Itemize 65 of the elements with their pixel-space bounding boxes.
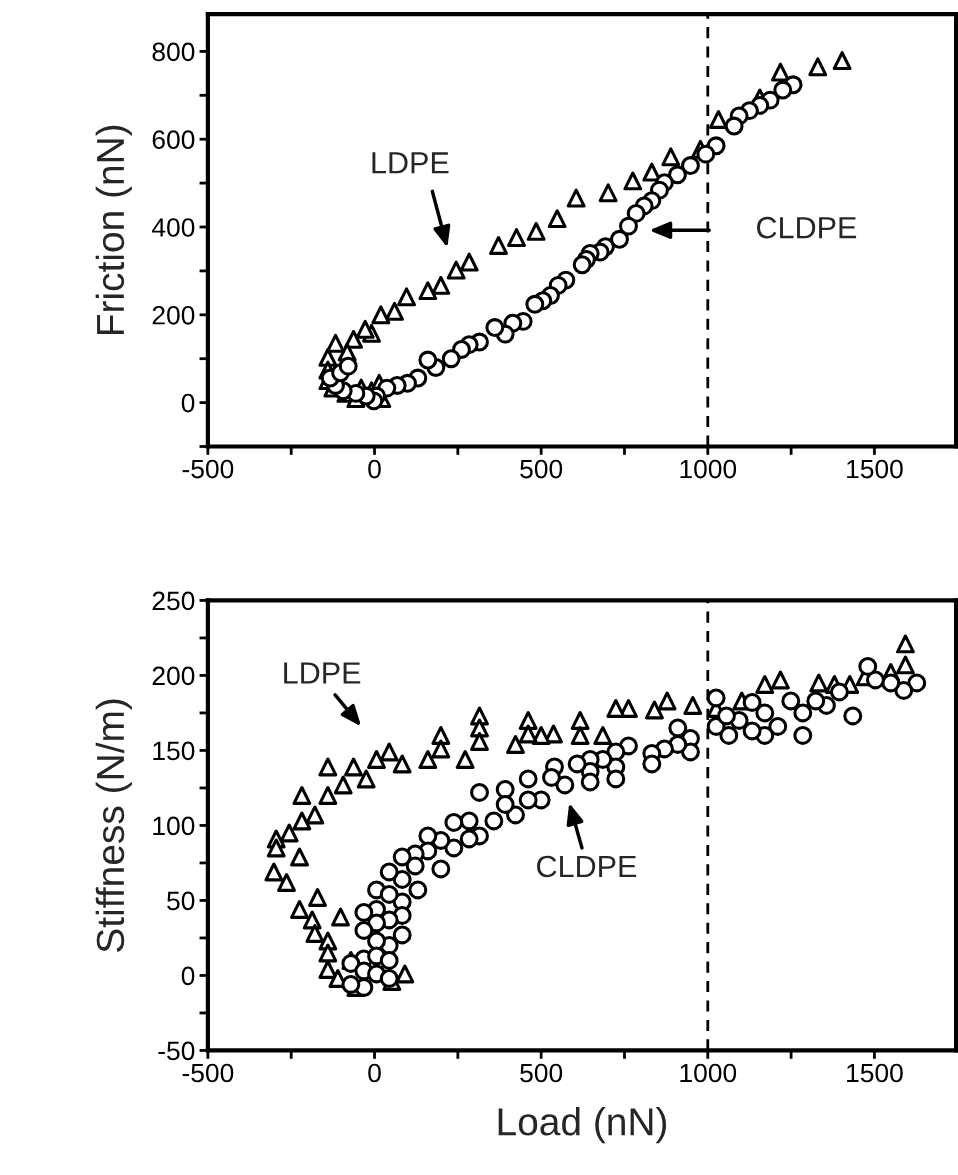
- annotation: LDPE: [284, 662, 361, 684]
- point: [525, 294, 545, 314]
- y-tick-label: -50: [158, 1041, 195, 1061]
- point: [724, 116, 744, 136]
- point: [681, 156, 700, 175]
- point: [832, 51, 852, 71]
- x-tick-label: 1000: [680, 1063, 737, 1083]
- point: [446, 260, 466, 280]
- point: [623, 171, 643, 191]
- point: [771, 62, 790, 82]
- point: [385, 301, 404, 321]
- y-axis-title: Stiffness (N/m): [95, 699, 132, 952]
- annotation: CLDPE: [757, 216, 857, 239]
- point: [485, 318, 505, 337]
- annotation: CLDPE: [537, 855, 637, 878]
- x-axis-title: Load (nN): [498, 1106, 667, 1144]
- point: [696, 144, 716, 164]
- point: [344, 329, 363, 349]
- y-tick-label: 50: [167, 891, 195, 911]
- point: [459, 252, 479, 272]
- point: [566, 188, 586, 208]
- y-tick-label: 600: [152, 130, 195, 150]
- point: [572, 255, 592, 275]
- y-tick-label: 200: [152, 305, 195, 325]
- point: [709, 110, 728, 129]
- x-tick-label: -500: [182, 1063, 234, 1083]
- point: [808, 57, 828, 77]
- y-tick-label: 800: [152, 42, 195, 62]
- point: [431, 275, 451, 295]
- point: [668, 165, 687, 185]
- point: [773, 80, 793, 100]
- y-tick-label: 0: [181, 966, 195, 986]
- x-tick-label: 0: [368, 1063, 381, 1083]
- point: [661, 147, 681, 167]
- y-tick-label: 0: [181, 393, 195, 413]
- point: [619, 216, 638, 236]
- x-tick-label: 1500: [847, 459, 903, 479]
- y-axis-title: Friction (nN): [95, 125, 132, 335]
- x-tick-label: 1000: [680, 459, 737, 479]
- point: [642, 162, 662, 182]
- x-tick-label: 1500: [847, 1063, 903, 1083]
- point: [397, 287, 416, 307]
- point: [489, 236, 508, 255]
- y-tick-label: 200: [152, 666, 195, 686]
- x-tick-label: 0: [368, 459, 381, 479]
- point: [355, 319, 375, 339]
- y-tick-label: 400: [151, 218, 195, 237]
- point: [441, 349, 461, 369]
- point: [547, 209, 567, 229]
- x-tick-label: 500: [520, 1063, 563, 1083]
- point: [371, 305, 391, 325]
- y-tick-label: 100: [153, 816, 195, 836]
- point: [610, 229, 629, 249]
- annotation: LDPE: [372, 152, 449, 174]
- point: [418, 281, 438, 301]
- x-tick-label: 500: [520, 459, 563, 479]
- y-tick-label: 250: [152, 591, 195, 611]
- point: [326, 333, 345, 353]
- point: [598, 183, 618, 203]
- point: [507, 228, 526, 247]
- point: [338, 356, 358, 376]
- point: [526, 221, 546, 241]
- point: [418, 350, 438, 370]
- y-tick-label: 150: [153, 741, 195, 761]
- x-tick-label: -500: [182, 459, 234, 479]
